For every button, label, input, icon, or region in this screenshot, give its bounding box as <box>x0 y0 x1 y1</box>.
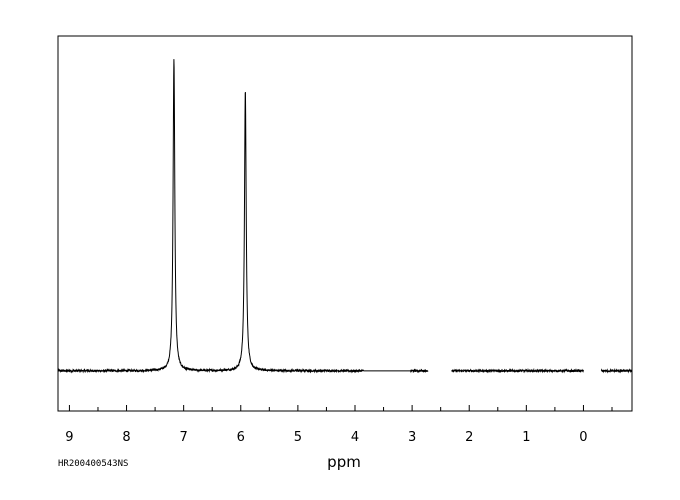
x-axis-title: ppm <box>327 453 361 471</box>
x-tick-label: 4 <box>351 430 359 445</box>
x-axis-tick-labels: 9 8 7 6 5 4 3 2 1 0 <box>65 430 587 445</box>
x-tick-label: 0 <box>579 430 587 445</box>
x-axis-ticks <box>68 405 613 411</box>
x-tick-label: 6 <box>237 430 245 445</box>
x-tick-label: 3 <box>408 430 416 445</box>
spectrum-id-label: HR200400543NS <box>58 459 128 469</box>
x-tick-label: 1 <box>522 430 530 445</box>
spectrum-line <box>57 59 633 374</box>
x-tick-label: 2 <box>465 430 473 445</box>
x-tick-label: 8 <box>122 430 130 445</box>
x-tick-label: 7 <box>180 430 188 445</box>
x-tick-label: 5 <box>294 430 302 445</box>
plot-frame <box>57 35 633 412</box>
x-tick-label: 9 <box>65 430 73 445</box>
